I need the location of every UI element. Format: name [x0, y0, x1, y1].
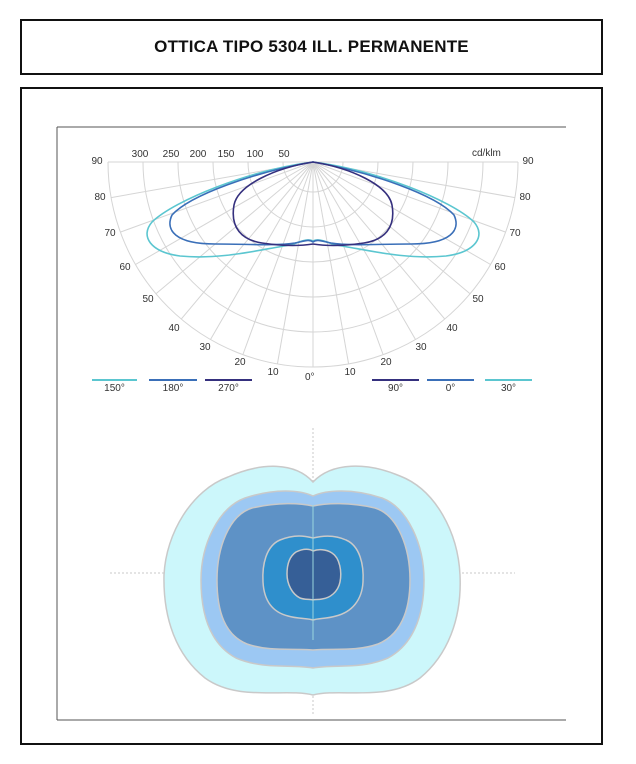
- angle-label-right: 90: [522, 156, 534, 167]
- unit-label: cd/klm: [472, 148, 501, 159]
- polar-grid-spoke: [155, 161, 314, 295]
- angle-label-right: 30: [415, 342, 427, 353]
- polar-curves: [146, 161, 480, 258]
- curve-150-30: [146, 161, 480, 258]
- polar-grid-spoke: [312, 161, 384, 355]
- polar-grid-spoke: [312, 161, 350, 364]
- title-box: OTTICA TIPO 5304 ILL. PERMANENTE: [20, 19, 603, 75]
- polar-grid: [107, 161, 519, 368]
- angle-label-left: 20: [234, 357, 246, 368]
- polar-grid-spoke: [210, 161, 314, 340]
- isolux-diagram: [110, 428, 515, 716]
- polar-grid-spoke: [276, 161, 314, 364]
- isolux-contour-5: [286, 548, 342, 601]
- legend-label-right: 90°: [388, 383, 403, 394]
- curve-180-0: [169, 161, 457, 246]
- legend-label-left: 180°: [163, 383, 184, 394]
- polar-grid-spoke: [242, 161, 314, 355]
- curve-270-90: [232, 161, 394, 247]
- angle-label-right: 20: [380, 357, 392, 368]
- center-angle-label: 0°: [305, 372, 315, 383]
- content-frame: [20, 87, 603, 745]
- intensity-label: 50: [278, 149, 290, 160]
- intensity-label: 100: [247, 149, 264, 160]
- intensity-label: 150: [218, 149, 235, 160]
- angle-label-left: 30: [199, 342, 211, 353]
- angle-label-right: 70: [509, 228, 521, 239]
- intensity-label: 200: [190, 149, 207, 160]
- legend: 150° 180° 270° 90° 0° 30°: [92, 379, 532, 394]
- polar-grid-spoke: [120, 161, 314, 233]
- polar-grid-spoke: [312, 161, 416, 340]
- legend-label-left: 270°: [218, 383, 239, 394]
- polar-grid-spoke: [135, 161, 314, 265]
- legend-label-right: 30°: [501, 383, 516, 394]
- angle-label-left: 80: [94, 192, 106, 203]
- angle-label-right: 50: [472, 294, 484, 305]
- legend-label-right: 0°: [446, 383, 456, 394]
- angle-label-right: 80: [519, 192, 531, 203]
- angle-label-right: 60: [494, 262, 506, 273]
- angle-label-left: 60: [119, 262, 131, 273]
- intensity-label: 300: [132, 149, 149, 160]
- polar-labels: cd/klm 0° 300 250 200 150 100 50 90 80 70 60 50 40 3…: [91, 148, 534, 383]
- polar-grid-spoke: [312, 161, 491, 265]
- polar-grid-spoke: [312, 161, 506, 233]
- polar-grid-spoke: [312, 161, 446, 320]
- legend-label-left: 150°: [104, 383, 125, 394]
- angle-label-left: 70: [104, 228, 116, 239]
- polar-grid-spoke: [312, 161, 471, 295]
- angle-label-left: 40: [168, 323, 180, 334]
- angle-label-left: 10: [267, 367, 279, 378]
- polar-grid-spoke: [180, 161, 314, 320]
- intensity-label: 250: [163, 149, 180, 160]
- angle-label-right: 10: [344, 367, 356, 378]
- angle-label-right: 40: [446, 323, 458, 334]
- page-title: OTTICA TIPO 5304 ILL. PERMANENTE: [154, 37, 469, 56]
- angle-label-left: 90: [91, 156, 103, 167]
- angle-label-left: 50: [142, 294, 154, 305]
